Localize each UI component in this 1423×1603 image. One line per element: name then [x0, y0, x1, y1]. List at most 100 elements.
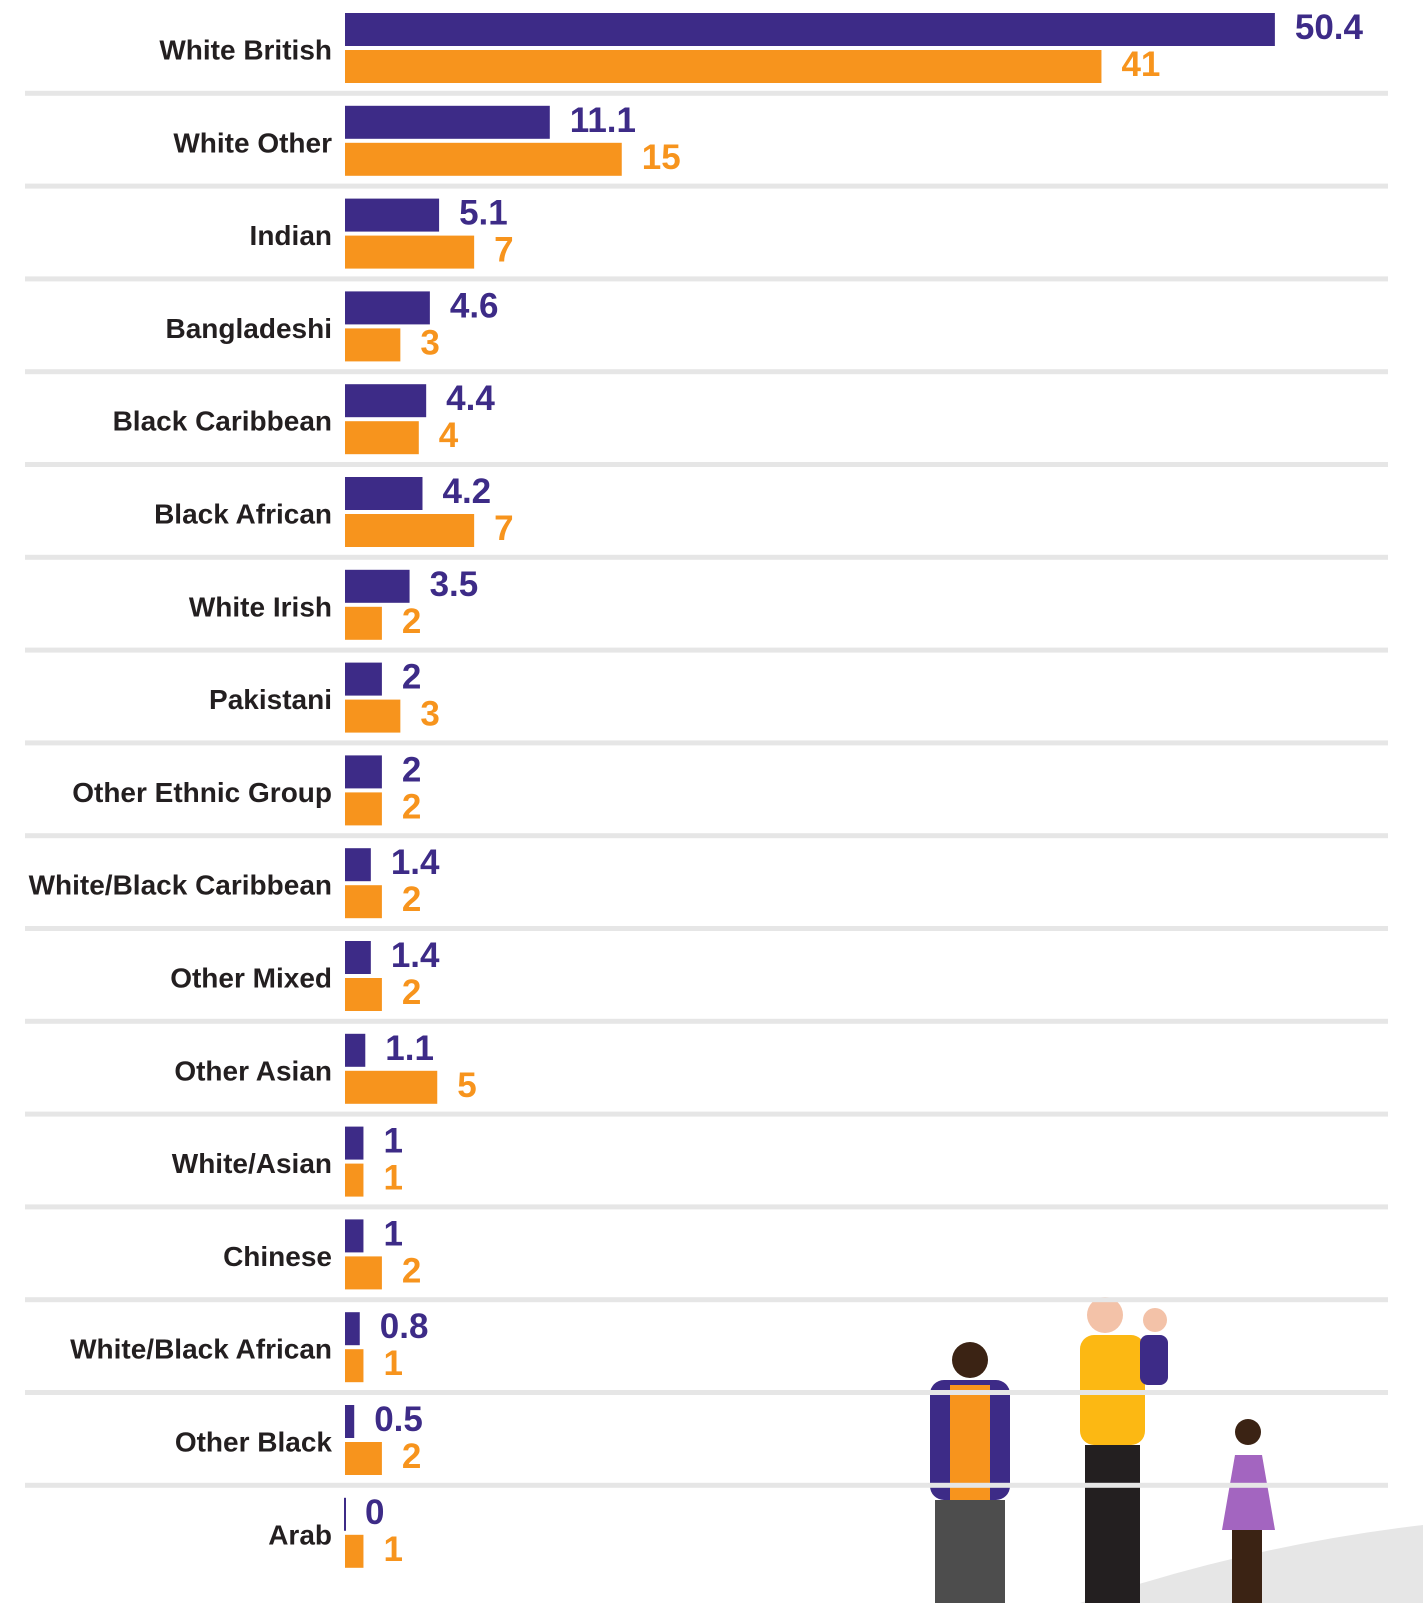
- bar: [345, 421, 419, 455]
- value-label: 1: [383, 1159, 402, 1198]
- value-label: 4: [439, 416, 459, 455]
- bar: [345, 1442, 382, 1475]
- bar: [345, 606, 382, 640]
- bar: [345, 569, 410, 603]
- bar: [345, 1534, 364, 1568]
- bar: [345, 941, 371, 974]
- bar: [345, 142, 622, 176]
- value-label: 3: [420, 695, 439, 734]
- value-label: 1: [383, 1530, 402, 1569]
- value-label: 2: [402, 602, 421, 641]
- category-label: White/Black Caribbean: [29, 870, 332, 901]
- value-label: 7: [494, 509, 513, 548]
- bar: [345, 1256, 382, 1290]
- value-label: 2: [402, 973, 421, 1012]
- value-label: 1: [383, 1344, 402, 1383]
- row-separator: [25, 740, 1388, 746]
- row-separator: [25, 276, 1388, 282]
- row-separator: [25, 833, 1388, 839]
- value-label: 2: [402, 1437, 421, 1476]
- row-separator: [25, 462, 1388, 467]
- row-separator: [25, 1111, 1388, 1117]
- value-label: 1.4: [391, 936, 440, 975]
- bar: [345, 885, 382, 919]
- row-separator: [25, 90, 1388, 96]
- value-label: 2: [402, 787, 421, 826]
- bar: [345, 848, 371, 882]
- bar: [345, 1126, 364, 1160]
- bar: [345, 291, 430, 325]
- bar: [345, 477, 423, 510]
- bar: [345, 978, 382, 1011]
- value-label: 4.6: [450, 286, 499, 325]
- category-label: White Irish: [189, 591, 332, 622]
- row-separator: [25, 1018, 1388, 1024]
- value-label: 0.8: [380, 1307, 429, 1346]
- bar: [345, 792, 382, 826]
- value-label: 1: [383, 1214, 402, 1253]
- value-label: 11.1: [570, 101, 636, 140]
- value-label: 1: [383, 1122, 402, 1161]
- category-label: Arab: [268, 1519, 332, 1550]
- value-label: 7: [494, 231, 513, 270]
- value-label: 3.5: [430, 565, 479, 604]
- row-separator: [25, 926, 1388, 931]
- row-separator: [25, 1390, 1388, 1395]
- category-label: Other Black: [175, 1427, 333, 1458]
- bar: [345, 662, 382, 696]
- value-label: 2: [402, 880, 421, 919]
- category-label: White Other: [173, 127, 332, 158]
- row-separator: [25, 1482, 1388, 1488]
- bar: [345, 699, 401, 733]
- bar: [345, 1219, 364, 1253]
- bar: [345, 1033, 366, 1067]
- value-label: 4.4: [446, 379, 495, 418]
- bar: [345, 13, 1275, 46]
- bar: [345, 1163, 364, 1197]
- bar: [345, 328, 401, 362]
- value-label: 3: [420, 323, 439, 362]
- category-label: Bangladeshi: [166, 313, 332, 344]
- value-label: 15: [642, 138, 681, 177]
- value-label: 2: [402, 750, 421, 789]
- bar: [345, 514, 475, 547]
- value-label: 2: [402, 658, 421, 697]
- value-label: 0.5: [374, 1400, 423, 1439]
- bar: [345, 1070, 438, 1104]
- bar: [345, 1312, 360, 1346]
- value-label: 41: [1121, 45, 1160, 84]
- value-label: 0: [365, 1493, 384, 1532]
- value-label: 5.1: [459, 194, 508, 233]
- bar: [345, 198, 440, 232]
- category-label: Black Caribbean: [113, 406, 332, 437]
- bar: [345, 1405, 355, 1438]
- row-separator: [25, 1204, 1388, 1210]
- row-separator: [25, 647, 1388, 653]
- bar: [345, 1349, 364, 1383]
- row-separator: [25, 183, 1388, 189]
- value-label: 1.4: [391, 843, 440, 882]
- category-label: Pakistani: [209, 684, 332, 715]
- bar: [345, 384, 427, 418]
- category-label: White/Asian: [172, 1148, 332, 1179]
- value-label: 4.2: [442, 472, 491, 511]
- bar: [345, 235, 475, 269]
- category-label: Indian: [250, 220, 332, 251]
- value-label: 5: [457, 1066, 476, 1105]
- value-label: 1.1: [385, 1029, 434, 1068]
- bar: [345, 755, 382, 789]
- bar: [345, 105, 550, 139]
- category-label: Black African: [154, 499, 332, 530]
- value-label: 2: [402, 1251, 421, 1290]
- category-label: Other Asian: [174, 1055, 332, 1086]
- row-separator: [25, 369, 1388, 375]
- bar: [345, 50, 1102, 83]
- row-separator: [25, 1297, 1388, 1303]
- category-label: White/Black African: [70, 1334, 332, 1365]
- value-label: 50.4: [1295, 8, 1364, 47]
- category-label: Other Ethnic Group: [72, 777, 332, 808]
- category-label: Chinese: [223, 1241, 332, 1272]
- category-label: White British: [159, 35, 332, 66]
